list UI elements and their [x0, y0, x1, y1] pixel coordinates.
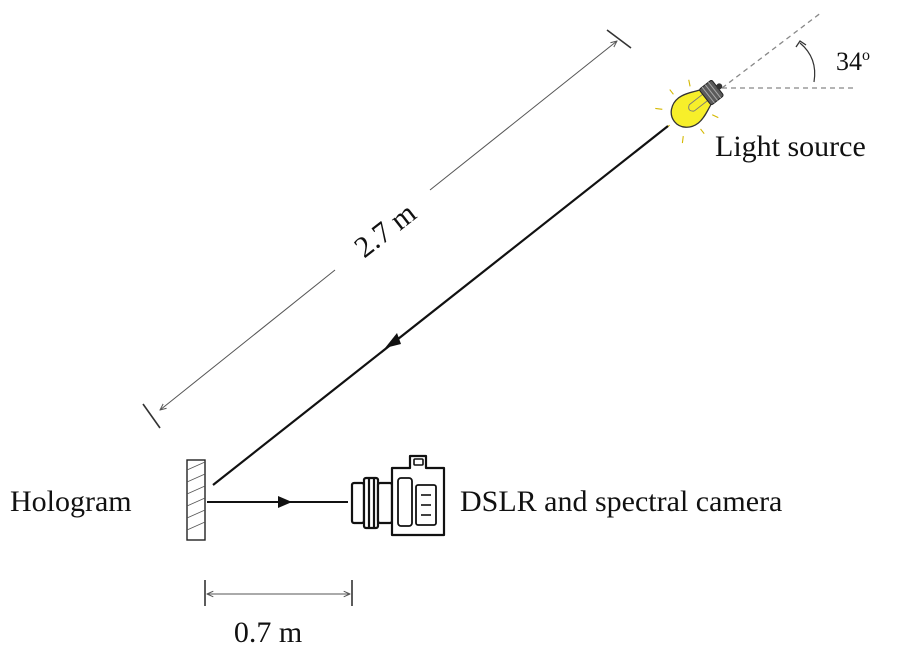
- camera-label: DSLR and spectral camera: [460, 485, 782, 518]
- angle-indicator: 34o: [722, 12, 870, 88]
- camera-grip: [398, 478, 412, 526]
- light-source-label: Light source: [715, 130, 866, 163]
- angle-label: 34o: [836, 47, 870, 76]
- incident-beam-line: [213, 126, 668, 485]
- camera-icon: [352, 456, 444, 535]
- diffracted-beam-arrowhead: [278, 496, 292, 508]
- angle-arc-arrow: [800, 43, 815, 82]
- hologram-plate-body: [187, 460, 205, 540]
- dimension-long-line-lower: [160, 270, 335, 410]
- hologram-label: Hologram: [10, 485, 132, 518]
- camera-lens-barrel: [364, 478, 378, 528]
- incident-beam-arrowhead: [385, 333, 401, 348]
- dimension-short-label: 0.7 m: [234, 616, 302, 649]
- camera-lens-mount: [378, 483, 392, 523]
- camera-lens-front: [352, 483, 364, 523]
- dimension-long-tick-bottom: [143, 404, 160, 428]
- dimension-long-label: 2.7 m: [348, 196, 422, 264]
- angle-value: 34: [836, 47, 862, 76]
- camera-hotshoe: [414, 459, 423, 465]
- incident-beam: [213, 126, 668, 485]
- dimension-short: 0.7 m: [205, 580, 352, 649]
- diffracted-beam: [207, 496, 348, 508]
- dimension-long: 2.7 m: [143, 30, 631, 428]
- dimension-long-line-upper: [430, 41, 617, 190]
- hologram-plate: [187, 460, 205, 540]
- dimension-long-tick-top: [607, 30, 631, 48]
- angle-unit: o: [862, 47, 870, 64]
